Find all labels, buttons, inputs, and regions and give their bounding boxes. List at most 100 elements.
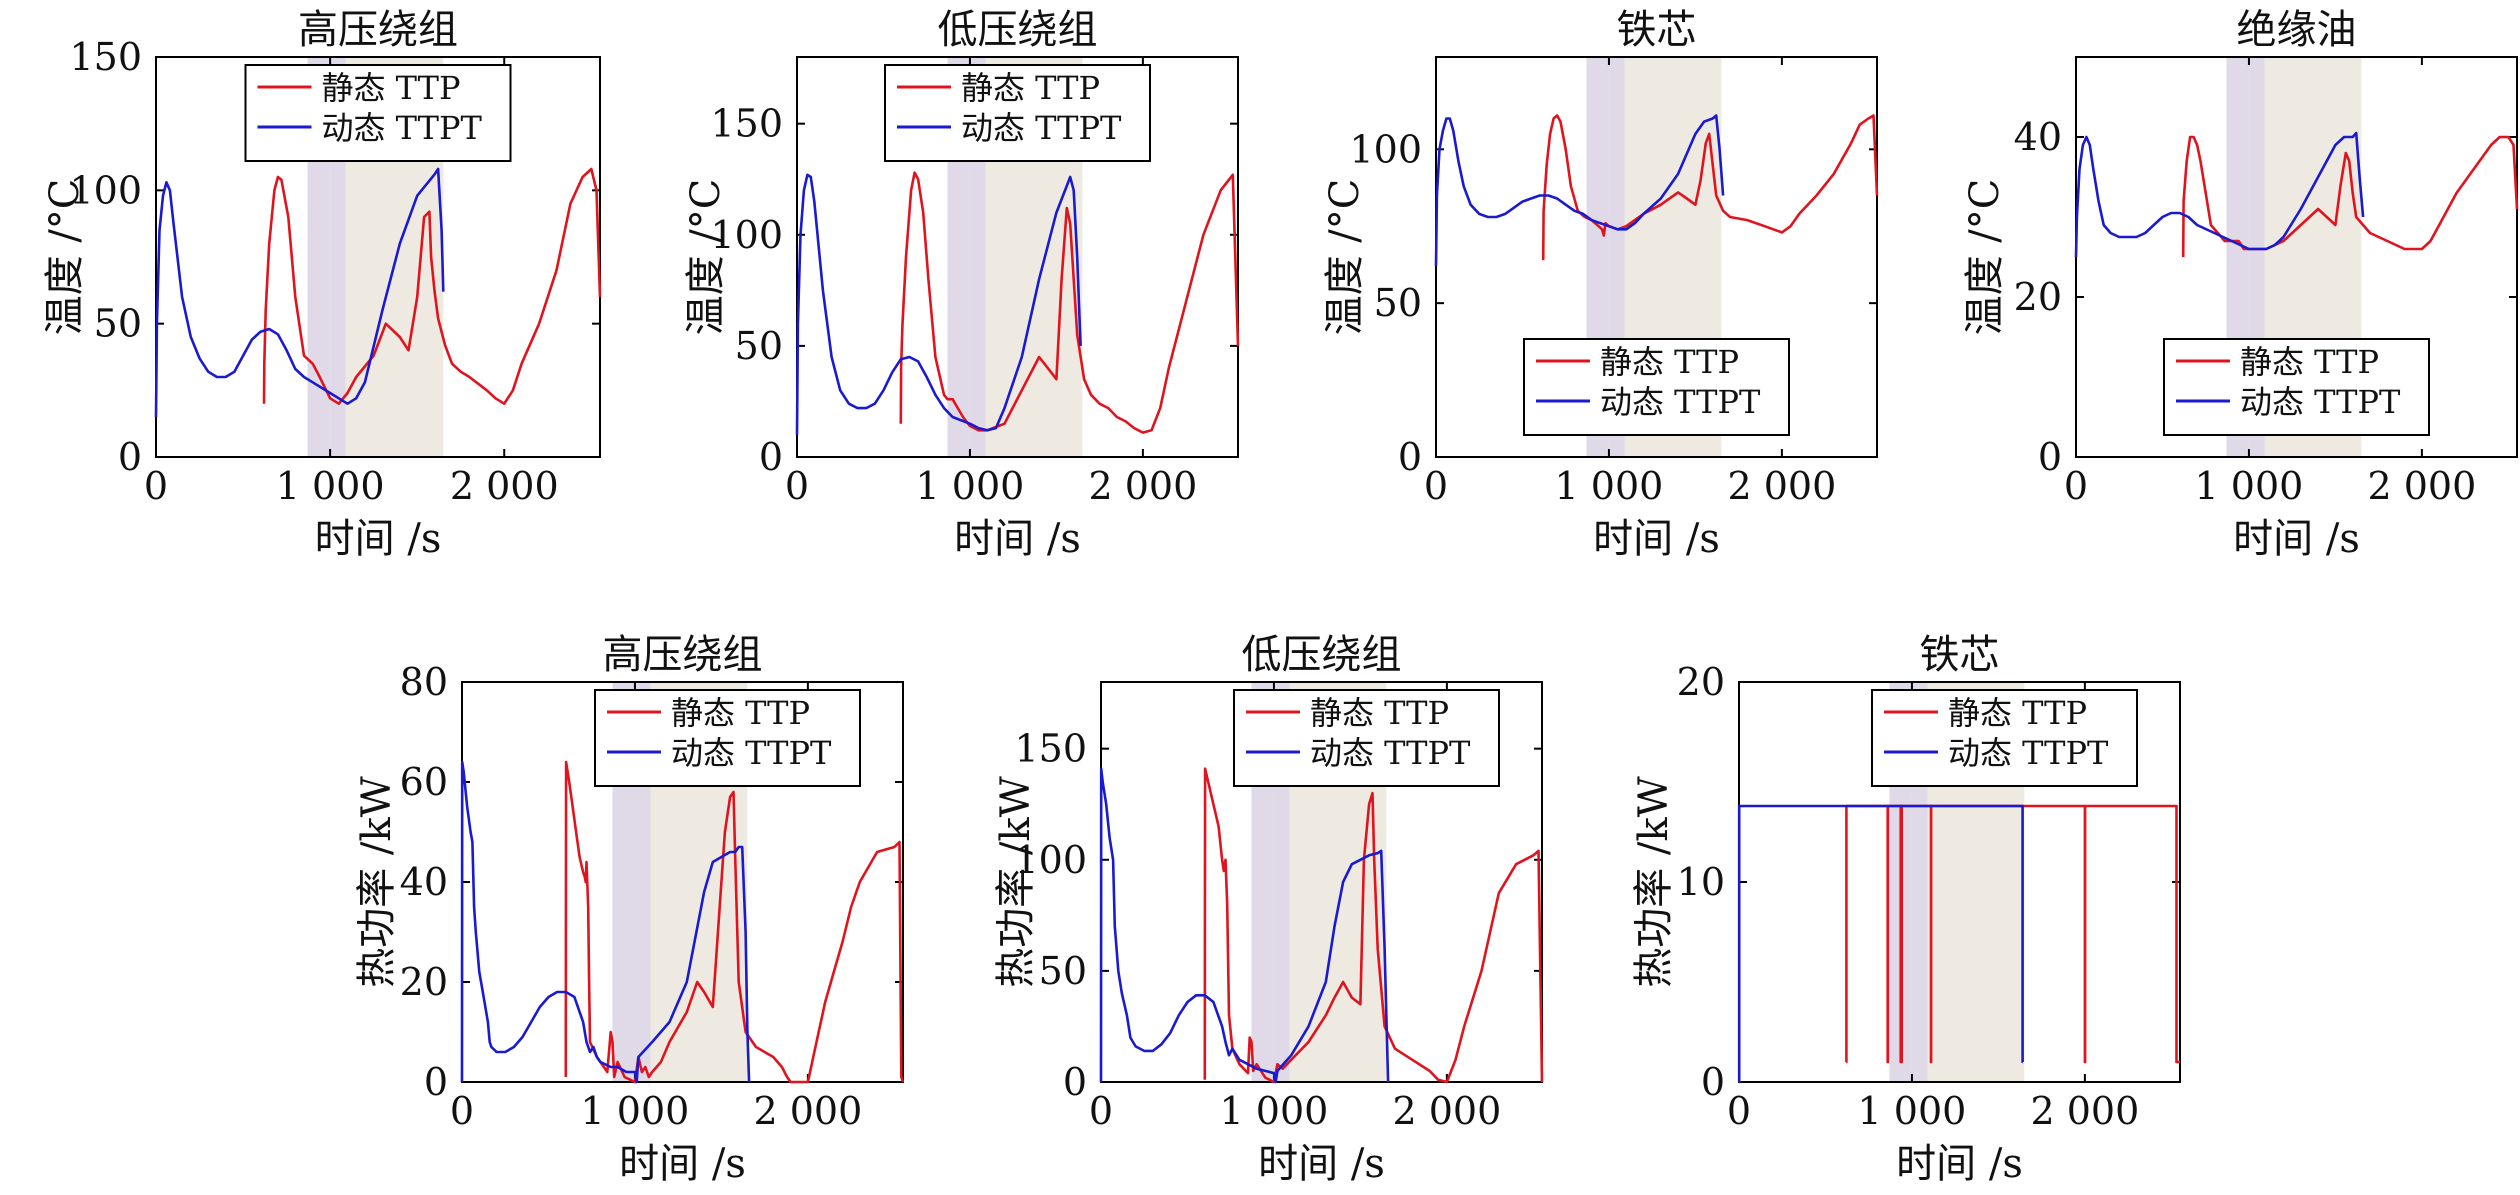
series-line-static bbox=[2181, 135, 2519, 258]
y-tick-label: 10 bbox=[1677, 860, 1725, 904]
y-tick-label: 100 bbox=[710, 213, 783, 257]
x-tick-label: 1 000 bbox=[916, 464, 1025, 508]
chart-title: 高压绕组 bbox=[603, 632, 763, 678]
x-tick-label: 2 000 bbox=[450, 464, 559, 508]
y-axis-label: 温度 /°C bbox=[1962, 179, 2008, 336]
legend-box bbox=[1523, 338, 1790, 436]
legend-label: 静态 TTP bbox=[961, 69, 1100, 107]
chart-title: 低压绕组 bbox=[938, 7, 1098, 53]
legend-box bbox=[244, 64, 512, 162]
legend-label: 动态 TTPT bbox=[1310, 734, 1471, 772]
x-tick-label: 0 bbox=[2064, 464, 2088, 508]
x-tick-label: 2 000 bbox=[1392, 1089, 1501, 1133]
legend-box bbox=[1871, 689, 2138, 787]
x-tick-label: 0 bbox=[144, 464, 168, 508]
y-tick-label: 50 bbox=[94, 302, 142, 346]
x-tick-label: 1 000 bbox=[1555, 464, 1664, 508]
legend-label: 静态 TTP bbox=[1600, 343, 1739, 381]
y-axis-label: 热功率 /kW bbox=[1631, 776, 1677, 988]
legend-label: 静态 TTP bbox=[671, 694, 810, 732]
series-line-dynamic bbox=[1737, 804, 2024, 1084]
y-tick-label: 40 bbox=[400, 860, 448, 904]
x-tick-label: 0 bbox=[1089, 1089, 1113, 1133]
series-line-dynamic bbox=[460, 760, 751, 1084]
x-axis-label: 时间 /s bbox=[315, 516, 442, 562]
series-line-static bbox=[1203, 767, 1544, 1084]
y-tick-label: 0 bbox=[759, 435, 783, 479]
x-tick-label: 2 000 bbox=[1727, 464, 1836, 508]
legend-box bbox=[594, 689, 861, 787]
axes-box bbox=[155, 56, 601, 458]
legend-label: 动态 TTPT bbox=[671, 734, 832, 772]
x-axis-label: 时间 /s bbox=[1258, 1141, 1385, 1187]
y-tick-label: 80 bbox=[400, 660, 448, 704]
x-axis-label: 时间 /s bbox=[619, 1141, 746, 1187]
x-tick-label: 2 000 bbox=[2367, 464, 2476, 508]
y-tick-label: 20 bbox=[2014, 275, 2062, 319]
legend-label: 静态 TTP bbox=[322, 69, 461, 107]
legend-box bbox=[2163, 338, 2430, 436]
series-line-static bbox=[1845, 804, 2180, 1064]
legend-label: 动态 TTPT bbox=[1948, 734, 2109, 772]
y-tick-label: 40 bbox=[2014, 115, 2062, 159]
y-tick-label: 100 bbox=[1349, 127, 1422, 171]
x-tick-label: 1 000 bbox=[276, 464, 385, 508]
y-tick-label: 20 bbox=[1677, 660, 1725, 704]
x-tick-label: 1 000 bbox=[581, 1089, 690, 1133]
y-tick-label: 0 bbox=[118, 435, 142, 479]
axes-box bbox=[796, 56, 1239, 458]
legend-box bbox=[1233, 689, 1500, 787]
y-axis-label: 温度 /°C bbox=[42, 179, 88, 336]
series-line-static bbox=[564, 760, 905, 1084]
y-tick-label: 50 bbox=[1374, 281, 1422, 325]
x-tick-label: 0 bbox=[1727, 1089, 1751, 1133]
y-tick-label: 150 bbox=[710, 102, 783, 146]
y-tick-label: 0 bbox=[424, 1060, 448, 1104]
y-tick-label: 50 bbox=[735, 324, 783, 368]
y-tick-label: 20 bbox=[400, 960, 448, 1004]
y-axis-label: 热功率 /kW bbox=[993, 776, 1039, 988]
y-tick-label: 0 bbox=[2038, 435, 2062, 479]
legend-label: 动态 TTPT bbox=[1600, 383, 1761, 421]
y-axis-label: 温度 /°C bbox=[683, 179, 729, 336]
y-tick-label: 0 bbox=[1063, 1060, 1087, 1104]
series-line-static bbox=[899, 171, 1240, 434]
chart-title: 绝缘油 bbox=[2237, 7, 2357, 53]
legend-label: 静态 TTP bbox=[2240, 343, 2379, 381]
legend-label: 动态 TTPT bbox=[322, 109, 483, 147]
y-tick-label: 150 bbox=[69, 35, 142, 79]
x-tick-label: 1 000 bbox=[1858, 1089, 1967, 1133]
x-tick-label: 0 bbox=[450, 1089, 474, 1133]
y-tick-label: 50 bbox=[1039, 949, 1087, 993]
x-axis-label: 时间 /s bbox=[1593, 516, 1720, 562]
x-axis-label: 时间 /s bbox=[1896, 1141, 2023, 1187]
x-tick-label: 2 000 bbox=[2030, 1089, 2139, 1133]
legend-label: 动态 TTPT bbox=[961, 109, 1122, 147]
y-tick-label: 150 bbox=[1014, 727, 1087, 771]
y-axis-label: 热功率 /kW bbox=[354, 776, 400, 988]
series-line-dynamic bbox=[1099, 767, 1390, 1084]
series-line-static bbox=[1541, 114, 1879, 261]
x-axis-label: 时间 /s bbox=[2233, 516, 2360, 562]
legend-label: 静态 TTP bbox=[1948, 694, 2087, 732]
chart-title: 铁芯 bbox=[1617, 7, 1697, 53]
x-tick-label: 1 000 bbox=[1220, 1089, 1329, 1133]
legend-label: 动态 TTPT bbox=[2240, 383, 2401, 421]
legend-label: 静态 TTP bbox=[1310, 694, 1449, 732]
series-line-static bbox=[262, 167, 602, 406]
series-line-dynamic bbox=[2074, 131, 2365, 258]
